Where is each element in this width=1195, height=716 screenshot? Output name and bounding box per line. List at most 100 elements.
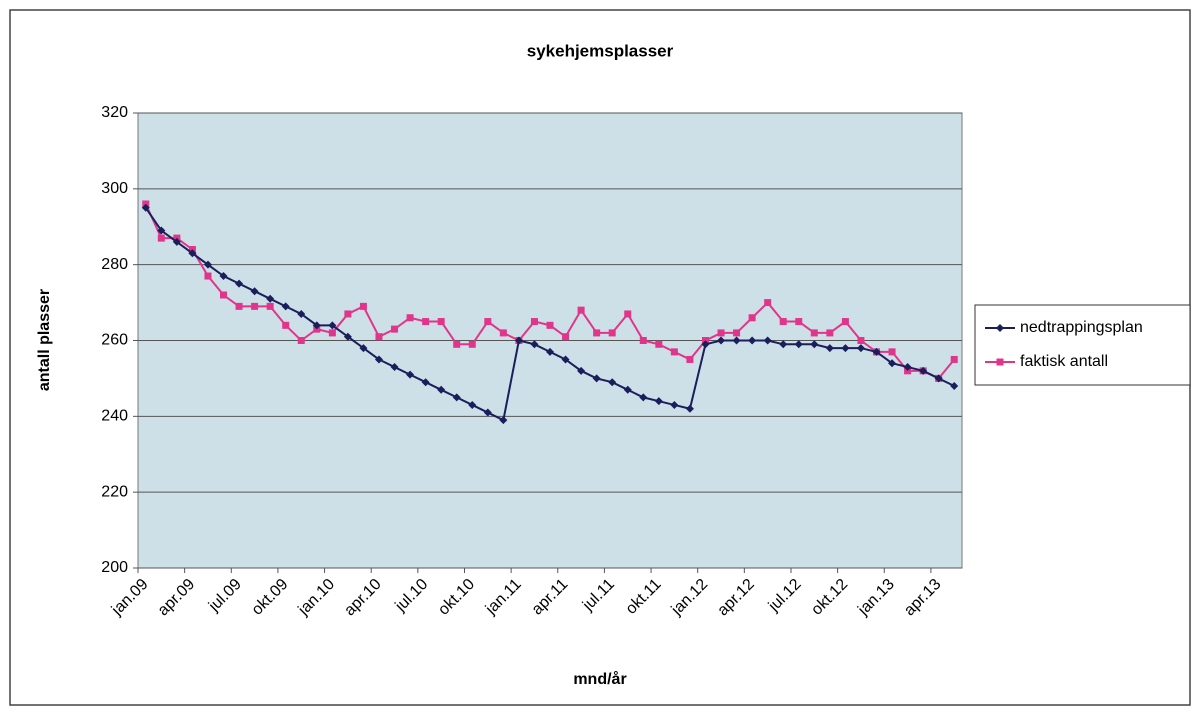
- data-point: [235, 279, 244, 288]
- data-point: [717, 329, 725, 337]
- data-point: [437, 385, 446, 394]
- data-point: [374, 355, 383, 364]
- y-tick-label: 240: [101, 408, 128, 425]
- data-point: [266, 302, 274, 310]
- data-point: [608, 378, 617, 387]
- y-axis-label: antall plasser: [36, 289, 53, 391]
- legend-label: nedtrappingsplan: [1020, 319, 1143, 336]
- data-point: [748, 314, 756, 322]
- data-point: [577, 366, 586, 375]
- data-point: [484, 318, 492, 326]
- data-point: [219, 272, 228, 281]
- data-point: [359, 344, 368, 353]
- chart-title: sykehjemsplasser: [527, 41, 674, 60]
- data-point: [654, 397, 663, 406]
- data-point: [203, 260, 212, 269]
- data-point: [546, 321, 554, 329]
- data-point: [561, 355, 570, 364]
- data-point: [593, 329, 601, 337]
- data-point: [810, 340, 819, 349]
- data-point: [919, 366, 928, 375]
- data-point: [250, 287, 259, 296]
- data-point: [670, 348, 678, 356]
- data-point: [453, 340, 461, 348]
- data-point: [655, 340, 663, 348]
- data-point: [390, 363, 399, 372]
- x-axis-label: mnd/år: [573, 670, 626, 688]
- data-point: [826, 329, 834, 337]
- data-point: [204, 272, 212, 280]
- data-point: [328, 321, 337, 330]
- data-point: [452, 393, 461, 402]
- data-point: [251, 302, 259, 310]
- data-point: [810, 329, 818, 337]
- data-point: [359, 302, 367, 310]
- data-point: [266, 294, 275, 303]
- data-point: [188, 249, 197, 258]
- data-point: [406, 370, 415, 379]
- data-point: [608, 329, 616, 337]
- y-tick-label: 280: [101, 256, 128, 273]
- data-point: [763, 336, 772, 345]
- data-point: [732, 336, 741, 345]
- data-point: [686, 355, 694, 363]
- data-point: [857, 337, 865, 344]
- data-point: [468, 340, 476, 348]
- data-point: [701, 340, 710, 349]
- data-point: [157, 234, 165, 242]
- data-point: [157, 226, 166, 235]
- data-point: [841, 344, 850, 353]
- data-point: [499, 329, 507, 337]
- data-point: [624, 310, 632, 318]
- data-point: [639, 393, 648, 402]
- data-point: [639, 337, 647, 344]
- data-point: [172, 237, 181, 246]
- data-point: [391, 325, 399, 333]
- data-point: [950, 382, 959, 390]
- data-point: [468, 400, 477, 409]
- data-point: [856, 344, 865, 353]
- data-point: [872, 347, 881, 356]
- data-point: [343, 332, 352, 341]
- data-point: [685, 404, 694, 413]
- data-point: [220, 291, 228, 299]
- legend-label: faktisk antall: [1020, 353, 1108, 370]
- data-point: [281, 302, 290, 311]
- data-point: [794, 340, 803, 349]
- legend: [974, 304, 1191, 386]
- data-point: [562, 333, 570, 341]
- data-point: [733, 329, 741, 337]
- data-point: [483, 408, 492, 417]
- data-point: [934, 374, 943, 383]
- data-point: [297, 337, 305, 344]
- data-point: [623, 385, 632, 394]
- y-tick-label: 260: [101, 332, 128, 349]
- data-point: [235, 302, 243, 310]
- data-point: [312, 321, 321, 330]
- data-point: [577, 306, 585, 314]
- data-point: [546, 347, 554, 356]
- data-point: [421, 378, 430, 387]
- data-point: [888, 348, 896, 356]
- data-point: [141, 203, 150, 212]
- y-tick-label: 320: [101, 104, 128, 121]
- y-tick-label: 200: [101, 559, 128, 576]
- data-point: [437, 318, 445, 326]
- data-point: [499, 416, 508, 425]
- data-point: [344, 310, 352, 318]
- y-tick-label: 300: [101, 180, 128, 197]
- data-point: [375, 333, 383, 341]
- data-point: [514, 336, 523, 345]
- data-point: [297, 309, 306, 318]
- data-point: [888, 359, 897, 368]
- data-point: [764, 299, 772, 307]
- data-point: [779, 318, 787, 326]
- data-point: [282, 321, 290, 329]
- data-point: [530, 340, 539, 349]
- data-point: [795, 318, 803, 326]
- legend-marker: [996, 358, 1004, 366]
- y-tick-label: 220: [101, 483, 128, 500]
- data-point: [670, 400, 679, 409]
- data-point: [406, 314, 414, 322]
